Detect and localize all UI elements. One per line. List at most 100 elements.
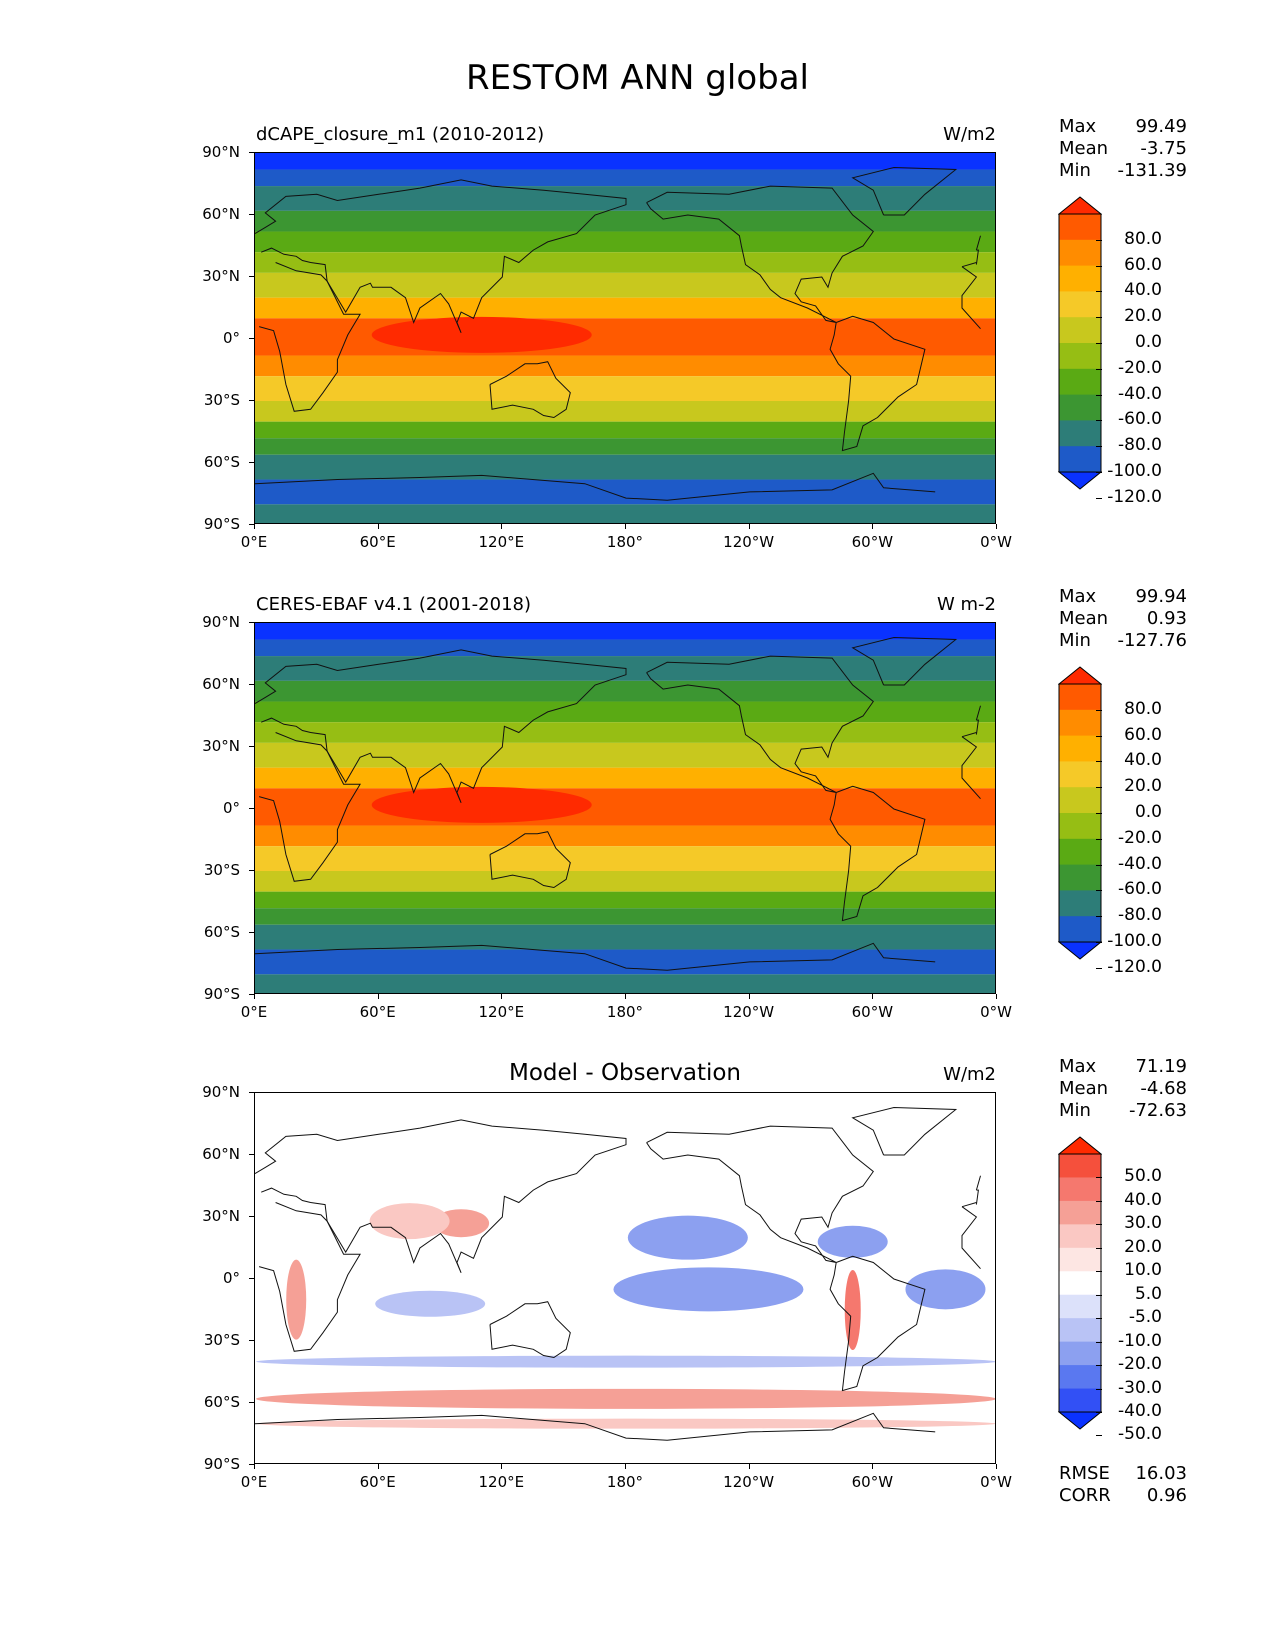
stat-row: Max 99.49 [1059,116,1187,138]
lat-tick-label: 0° [222,1269,240,1287]
field-band [255,722,995,743]
lat-tick-label: 30°N [202,737,240,755]
lat-tick-mark [249,994,254,995]
anomaly-region [613,1267,804,1312]
colorbar-tick [1096,1318,1102,1320]
stat-label: Min [1059,160,1091,181]
colorbar-extend-max [1057,196,1103,215]
colorbar-tick [1096,497,1102,499]
colorbar-outline [1058,1153,1102,1413]
colorbar-swatch [1059,735,1101,762]
stat-label: Mean [1059,138,1109,159]
stat-row: Min -72.63 [1059,1100,1187,1122]
colorbar-tick [1096,1435,1102,1437]
map-plot [255,1093,995,1463]
anomaly-region [286,1259,307,1340]
field-band [255,169,995,187]
lat-tick-mark [249,152,254,153]
colorbar-extend-max [1057,1136,1103,1155]
lat-tick-label: 90°N [202,1083,240,1101]
colorbar-tick [1096,761,1102,763]
stat-row: Mean 0.93 [1059,608,1187,630]
colorbar-swatch [1059,291,1101,318]
field-band [255,639,995,657]
colorbar [1057,196,1103,490]
panel-units: W/m2 [943,1064,996,1085]
stat-value: 0.93 [1146,608,1187,629]
field-band [255,297,995,319]
map-panel [254,152,996,524]
colorbar-tick-label: 50.0 [1124,1166,1162,1187]
colorbar-tick [1096,813,1102,814]
stat-value: -4.68 [1140,1078,1187,1099]
anomaly-region [256,1418,995,1429]
colorbar-tick-label: 40.0 [1124,1189,1162,1210]
colorbar-tick [1096,291,1102,293]
field-band [255,767,995,789]
colorbar-tick [1096,1177,1102,1179]
lon-tick-mark [254,1464,255,1469]
lat-tick-mark [249,932,254,933]
lat-tick-label: 60°S [203,923,240,941]
colorbar-tick-label: 40.0 [1124,280,1162,301]
lat-tick-mark [249,462,254,463]
field-band [255,924,995,950]
stat-value: 0.96 [1146,1485,1187,1506]
colorbar-swatch [1059,394,1101,421]
stat-label: CORR [1059,1485,1111,1506]
coastline [489,831,571,889]
colorbar-swatch [1059,1247,1101,1272]
colorbar-swatch [1059,838,1101,866]
lon-tick-label: 60°W [851,1003,894,1021]
lat-tick-mark [249,1216,254,1217]
lat-tick-label: 30°N [202,267,240,285]
colorbar-tick-label: -10.0 [1118,1330,1162,1351]
colorbar-tick-label: 20.0 [1124,306,1162,327]
colorbar-swatch [1059,446,1101,473]
coastline [258,1202,981,1352]
colorbar-tick-label: 40.0 [1124,750,1162,771]
colorbar-swatch [1059,1294,1101,1319]
colorbar-swatch [1059,1388,1101,1413]
lon-tick-label: 120°E [478,533,525,551]
stat-value: -127.76 [1117,630,1187,651]
anomaly-region [256,1388,995,1409]
lon-tick-mark [748,1464,750,1469]
lon-tick-mark [872,1464,874,1469]
lat-tick-mark [249,870,254,871]
stat-row: Min -127.76 [1059,630,1187,652]
anomaly-region [375,1290,486,1317]
colorbar-tick [1096,1247,1102,1249]
lon-tick-label: 60°W [851,533,894,551]
colorbar-tick-label: -40.0 [1118,853,1162,874]
colorbar-tick-label: -5.0 [1128,1307,1162,1328]
colorbar-tick [1096,394,1102,396]
field-band [255,680,995,702]
stat-row: Mean -4.68 [1059,1078,1187,1100]
anomaly-region [256,1355,995,1368]
lat-tick-mark [249,524,254,525]
map-panel [254,622,996,994]
colorbar-tick-label: 0.0 [1134,332,1162,352]
lon-tick-label: 120°E [478,1473,525,1491]
field-band [255,231,995,253]
colorbar-swatch [1059,420,1101,447]
anomaly-region [844,1270,861,1350]
field-band [255,623,995,640]
colorbar-swatch [1059,1365,1101,1390]
colorbar-tick [1096,942,1102,943]
stats-block: Max 99.94 Mean 0.93 Min -127.76 [1059,586,1187,652]
field-band [255,421,995,439]
lon-tick-mark [377,524,379,529]
lat-tick-label: 60°S [203,453,240,471]
stat-label: Max [1059,586,1097,607]
anomaly-region [369,1203,450,1240]
field-band [255,454,995,480]
stat-label: Mean [1059,1078,1109,1099]
stat-row: CORR 0.96 [1059,1485,1187,1507]
lon-tick-label: 180° [606,1473,644,1491]
coastline [489,361,571,419]
panel-title: Model - Observation [508,1060,742,1086]
colorbar-tick-label: -20.0 [1118,1354,1162,1375]
